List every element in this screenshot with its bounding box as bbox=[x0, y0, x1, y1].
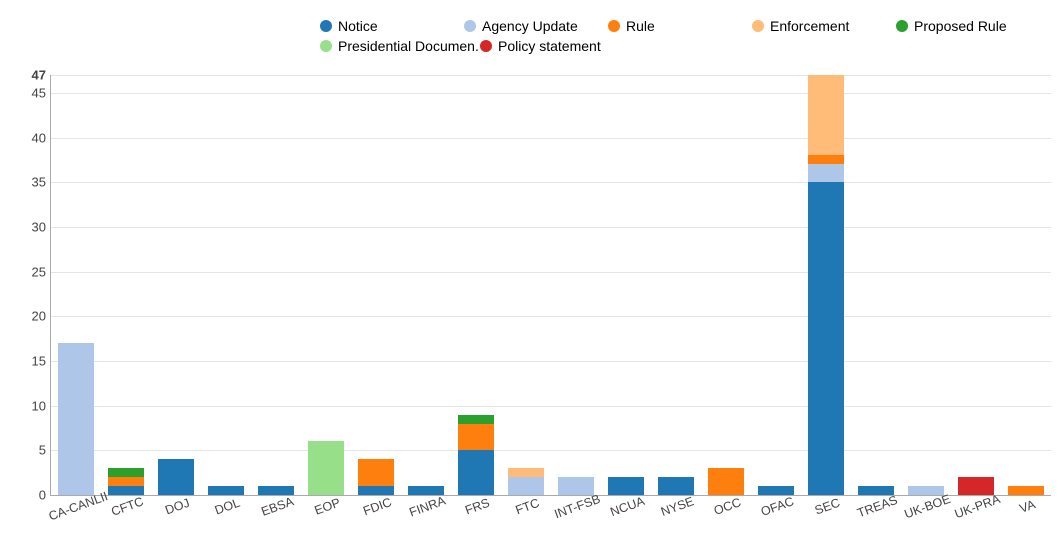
bar-segment-notice bbox=[858, 486, 894, 495]
legend-swatch bbox=[320, 40, 332, 52]
bar-CA-CANLII[interactable] bbox=[58, 343, 94, 495]
bar-segment-notice bbox=[758, 486, 794, 495]
bar-segment-notice bbox=[208, 486, 244, 495]
legend-swatch bbox=[896, 20, 908, 32]
chart-wrapper: Notice Agency Update Rule Enforcement Propos… bbox=[0, 0, 1058, 545]
y-tick-label: 25 bbox=[6, 264, 46, 279]
bar-segment-agency_update bbox=[808, 164, 844, 182]
bar-FINRA[interactable] bbox=[408, 486, 444, 495]
y-tick-label: 0 bbox=[6, 488, 46, 503]
legend-swatch bbox=[464, 20, 476, 32]
bar-segment-notice bbox=[808, 182, 844, 495]
bars-container bbox=[51, 75, 1051, 495]
legend-item-rule[interactable]: Rule bbox=[608, 18, 752, 34]
bar-EOP[interactable] bbox=[308, 441, 344, 495]
bar-segment-notice bbox=[158, 459, 194, 495]
bar-UK-PRA[interactable] bbox=[958, 477, 994, 495]
bar-segment-notice bbox=[458, 450, 494, 495]
y-tick-label: 30 bbox=[6, 219, 46, 234]
bar-EBSA[interactable] bbox=[258, 486, 294, 495]
bar-UK-BOE[interactable] bbox=[908, 486, 944, 495]
bar-DOL[interactable] bbox=[208, 486, 244, 495]
legend: Notice Agency Update Rule Enforcement Propos… bbox=[320, 18, 1040, 58]
bar-NCUA[interactable] bbox=[608, 477, 644, 495]
legend-item-notice[interactable]: Notice bbox=[320, 18, 464, 34]
legend-label: Presidential Documen... bbox=[338, 38, 480, 54]
bar-segment-notice bbox=[658, 477, 694, 495]
bar-segment-rule bbox=[358, 459, 394, 486]
bar-segment-enforcement bbox=[808, 75, 844, 155]
y-tick-label: 15 bbox=[6, 353, 46, 368]
bar-segment-rule bbox=[1008, 486, 1044, 495]
y-tick-label: 35 bbox=[6, 175, 46, 190]
y-tick-label: 47 bbox=[6, 68, 46, 83]
legend-row: Notice Agency Update Rule Enforcement Propos… bbox=[320, 18, 1040, 34]
legend-label: Policy statement bbox=[498, 38, 601, 54]
bar-CFTC[interactable] bbox=[108, 468, 144, 495]
bar-FTC[interactable] bbox=[508, 468, 544, 495]
legend-label: Enforcement bbox=[770, 18, 849, 34]
bar-segment-notice bbox=[608, 477, 644, 495]
bar-FDIC[interactable] bbox=[358, 459, 394, 495]
y-tick-label: 40 bbox=[6, 130, 46, 145]
legend-row: Presidential Documen... Policy statement bbox=[320, 38, 1040, 54]
bar-NYSE[interactable] bbox=[658, 477, 694, 495]
legend-label: Proposed Rule bbox=[914, 18, 1007, 34]
plot-area bbox=[50, 75, 1051, 496]
y-tick-label: 10 bbox=[6, 398, 46, 413]
bar-DOJ[interactable] bbox=[158, 459, 194, 495]
bar-segment-notice bbox=[108, 486, 144, 495]
legend-item-enforcement[interactable]: Enforcement bbox=[752, 18, 896, 34]
legend-item-policy[interactable]: Policy statement bbox=[480, 38, 640, 54]
legend-label: Rule bbox=[626, 18, 655, 34]
legend-item-proposed_rule[interactable]: Proposed Rule bbox=[896, 18, 1040, 34]
bar-segment-rule bbox=[708, 468, 744, 495]
legend-swatch bbox=[320, 20, 332, 32]
y-tick-label: 5 bbox=[6, 443, 46, 458]
y-tick-label: 20 bbox=[6, 309, 46, 324]
bar-segment-presidential bbox=[308, 441, 344, 495]
bar-TREAS[interactable] bbox=[858, 486, 894, 495]
legend-item-presidential[interactable]: Presidential Documen... bbox=[320, 38, 480, 54]
legend-swatch bbox=[480, 40, 492, 52]
bar-segment-proposed_rule bbox=[458, 415, 494, 424]
legend-label: Notice bbox=[338, 18, 378, 34]
bar-VA[interactable] bbox=[1008, 486, 1044, 495]
legend-item-agency_update[interactable]: Agency Update bbox=[464, 18, 608, 34]
bar-SEC[interactable] bbox=[808, 75, 844, 495]
y-tick-label: 45 bbox=[6, 85, 46, 100]
legend-swatch bbox=[752, 20, 764, 32]
legend-label: Agency Update bbox=[482, 18, 578, 34]
bar-segment-rule bbox=[808, 155, 844, 164]
bar-segment-agency_update bbox=[908, 486, 944, 495]
bar-INT-FSB[interactable] bbox=[558, 477, 594, 495]
bar-segment-notice bbox=[408, 486, 444, 495]
bar-segment-rule bbox=[458, 424, 494, 451]
bar-segment-agency_update bbox=[58, 343, 94, 495]
bar-segment-proposed_rule bbox=[108, 468, 144, 477]
bar-segment-rule bbox=[108, 477, 144, 486]
bar-segment-notice bbox=[258, 486, 294, 495]
bar-segment-agency_update bbox=[508, 477, 544, 495]
bar-segment-policy bbox=[958, 477, 994, 495]
bar-segment-agency_update bbox=[558, 477, 594, 495]
bar-segment-enforcement bbox=[508, 468, 544, 477]
bar-FRS[interactable] bbox=[458, 415, 494, 495]
legend-swatch bbox=[608, 20, 620, 32]
bar-segment-notice bbox=[358, 486, 394, 495]
bar-OCC[interactable] bbox=[708, 468, 744, 495]
bar-OFAC[interactable] bbox=[758, 486, 794, 495]
